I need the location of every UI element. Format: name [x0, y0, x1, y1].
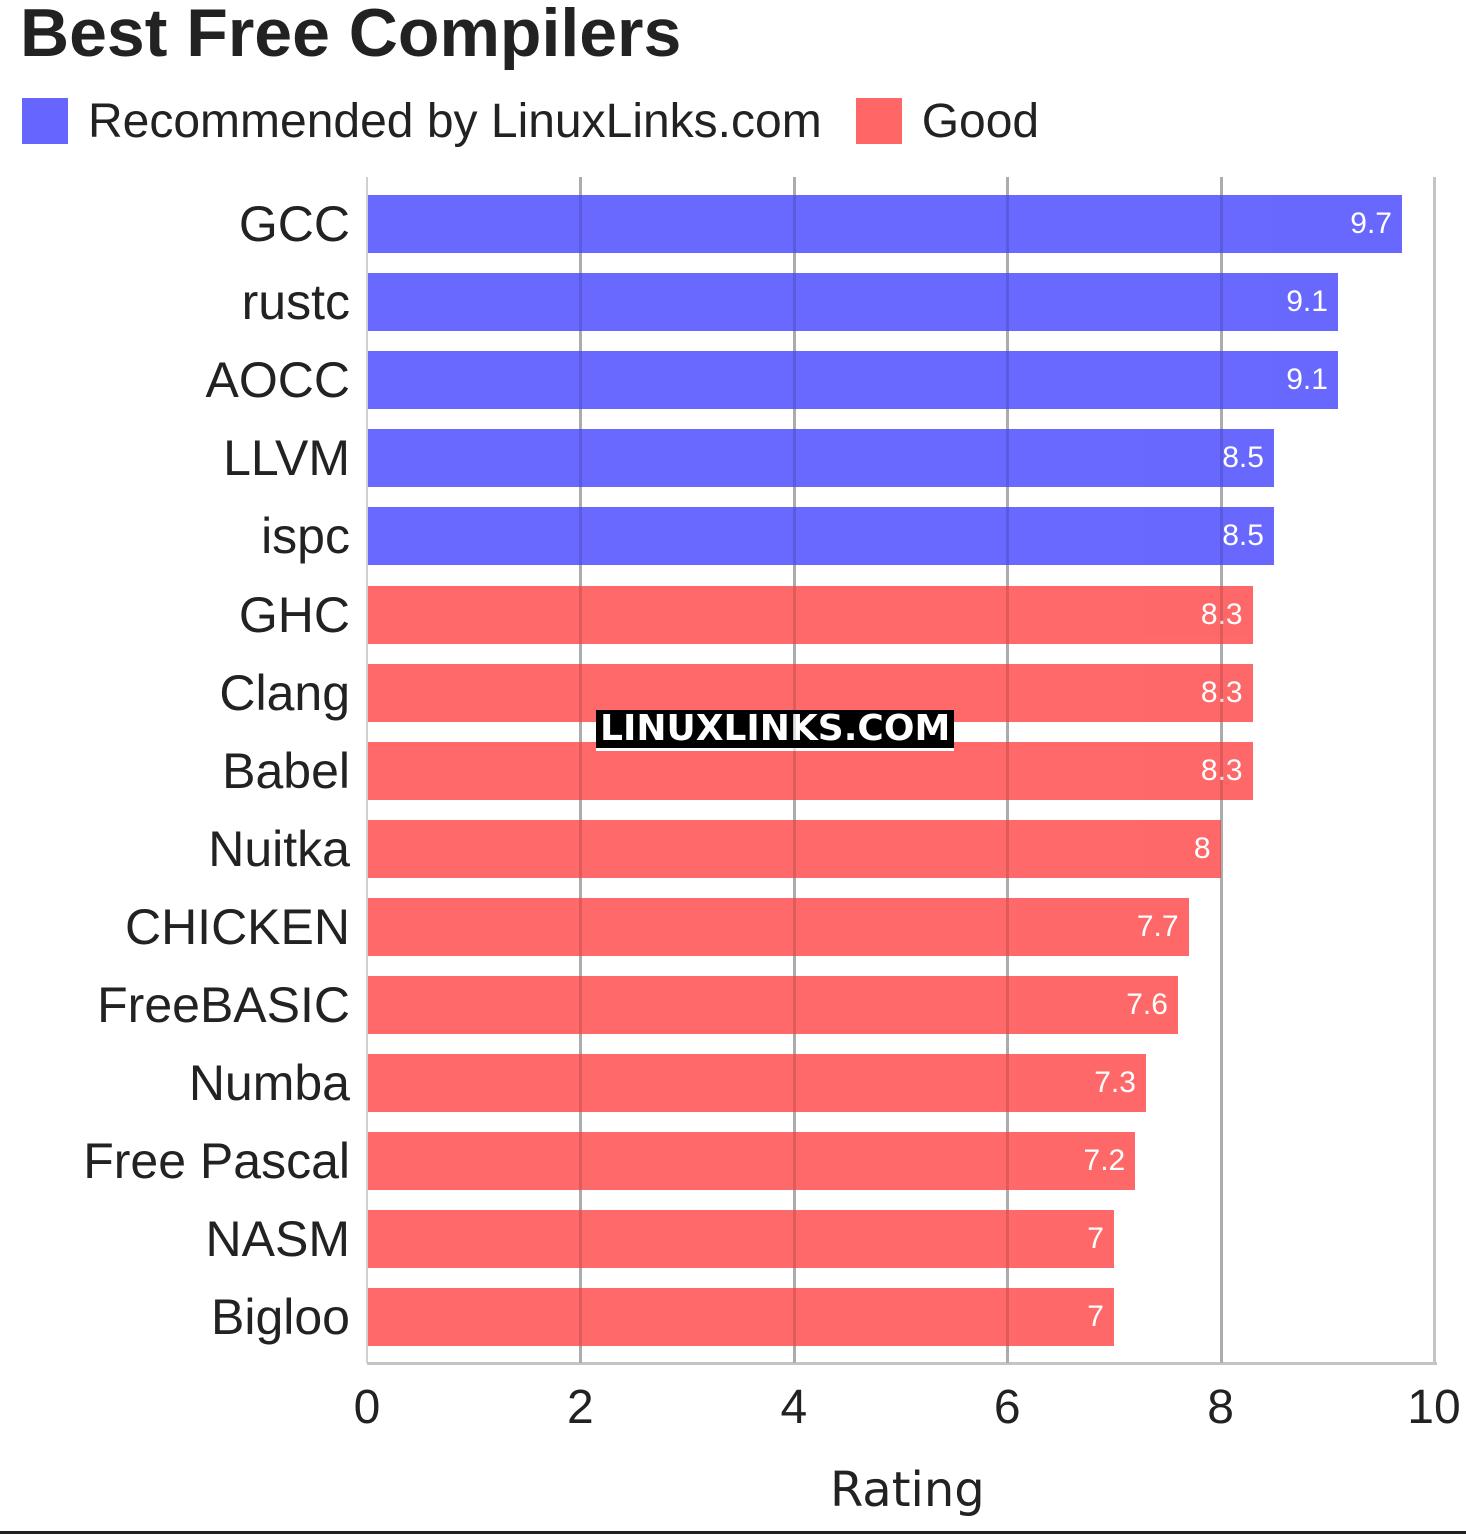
category-label: Clang [219, 664, 350, 721]
category-label: GHC [238, 586, 350, 643]
x-tick-label: 10 [1407, 1381, 1461, 1434]
x-tick-label: 0 [353, 1381, 381, 1434]
x-tick-label: 2 [567, 1381, 594, 1434]
bar-babel: 8.3 [367, 741, 1253, 800]
legend: Recommended by LinuxLinks.com Good [22, 94, 1073, 149]
gridline-overlay [1219, 177, 1223, 1363]
category-label: GCC [238, 196, 350, 252]
bar-value-label: 7 [1087, 1300, 1104, 1334]
bar-gcc: 9.7 [367, 195, 1402, 253]
legend-item-recommended: Recommended by LinuxLinks.com [22, 94, 822, 149]
bar-value-label: 8.3 [1200, 597, 1243, 631]
gridline-overlay [792, 177, 796, 1363]
bar-value-label: 7 [1087, 1222, 1104, 1256]
bar-value-label: 9.7 [1350, 207, 1392, 240]
category-label: Nuitka [208, 820, 350, 877]
x-tick-label: 8 [1207, 1381, 1234, 1434]
category-label: Bigloo [211, 1289, 350, 1346]
x-tick-label: 4 [780, 1381, 808, 1434]
legend-item-good: Good [855, 94, 1040, 149]
bar-value-label: 8.3 [1200, 753, 1243, 787]
category-label: Numba [188, 1055, 350, 1112]
bar-value-label: 7.3 [1094, 1066, 1136, 1100]
category-label: FreeBASIC [97, 977, 350, 1033]
bar-rustc: 9.1 [367, 273, 1338, 332]
bar-value-label: 8.5 [1222, 441, 1264, 475]
bar-nasm: 7 [367, 1210, 1114, 1269]
bar-ghc: 8.3 [367, 585, 1253, 644]
bar-llvm: 8.5 [367, 429, 1274, 488]
bar-chicken: 7.7 [367, 897, 1189, 956]
category-label: NASM [205, 1211, 350, 1268]
plot-area: 9.7 9.1 9.1 8.5 8.5 8.3 8.3 8.3 8 7.7 7.6 7.3 7.2 7 7 [367, 177, 1436, 1363]
legend-swatch-good [855, 98, 902, 144]
category-label: ispc [261, 508, 350, 565]
bottom-rule [0, 1531, 1466, 1534]
x-axis-line [367, 1362, 1437, 1365]
bar-value-label: 7.7 [1136, 909, 1179, 943]
bar-value-label: 7.2 [1083, 1144, 1126, 1178]
bar-value-label: 9.1 [1286, 285, 1328, 319]
watermark: LINUXLINKS.COM [596, 710, 955, 751]
gridline [1433, 177, 1436, 1363]
legend-label-recommended: Recommended by LinuxLinks.com [88, 94, 822, 148]
legend-label-good: Good [921, 94, 1040, 148]
bar-freebasic: 7.6 [367, 976, 1178, 1034]
category-label: LLVM [223, 430, 350, 487]
category-label: Free Pascal [83, 1133, 350, 1190]
bar-value-label: 8.5 [1222, 519, 1264, 553]
y-axis-line [366, 177, 368, 1363]
category-label: Babel [222, 742, 350, 799]
category-label: rustc [241, 274, 350, 331]
bar-bigloo: 7 [367, 1288, 1114, 1347]
category-label: AOCC [205, 352, 350, 409]
bar-aocc: 9.1 [367, 351, 1338, 410]
x-axis-label: Rating [830, 1462, 985, 1518]
chart-title: Best Free Compilers [20, 0, 682, 71]
bar-value-label: 7.6 [1126, 988, 1168, 1021]
legend-swatch-recommended [22, 98, 68, 144]
bar-ispc: 8.5 [367, 507, 1274, 566]
gridline-overlay [579, 177, 583, 1363]
gridline-overlay [1006, 177, 1010, 1363]
x-tick-label: 6 [993, 1381, 1021, 1434]
bar-value-label: 8.3 [1200, 675, 1243, 709]
bar-value-label: 9.1 [1286, 363, 1328, 397]
category-label: CHICKEN [124, 898, 350, 955]
bar-nuitka: 8 [367, 819, 1221, 878]
bar-numba: 7.3 [367, 1054, 1146, 1113]
bar-value-label: 8 [1193, 831, 1211, 865]
bar-free-pascal: 7.2 [367, 1132, 1136, 1191]
